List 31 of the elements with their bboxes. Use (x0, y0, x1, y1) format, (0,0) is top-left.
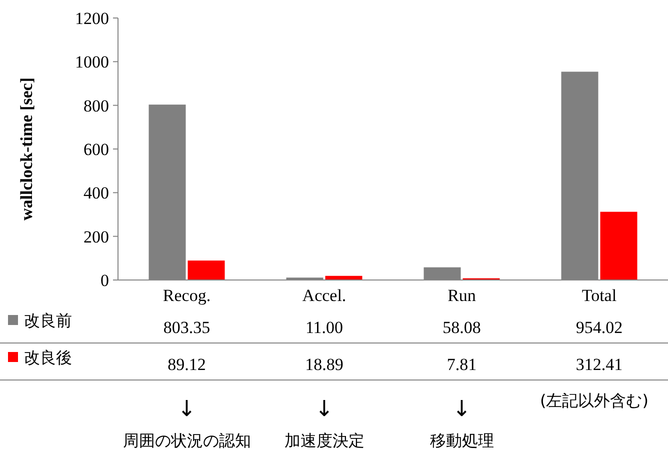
legend-label: 改良後 (24, 348, 72, 367)
legend-label: 改良前 (24, 311, 72, 330)
text: ↓ (315, 397, 334, 422)
y-tick-label: 600 (84, 140, 109, 159)
text: 周囲の状況の認知 (122, 431, 251, 450)
text: 加速度決定 (284, 431, 364, 450)
y-tick-label: 800 (84, 96, 109, 116)
x-tick-label: Run (448, 286, 476, 305)
x-tick-label: Total (582, 286, 617, 305)
x-tick-label: Recog. (162, 286, 211, 305)
y-tick-label: 1000 (75, 52, 109, 72)
data-label: 312.41 (576, 355, 623, 374)
text: 移動処理 (430, 431, 494, 450)
data-label: 18.89 (305, 355, 344, 374)
text: ↓ (452, 397, 471, 422)
y-tick-label: 200 (84, 227, 109, 246)
y-axis-title: wallclock-time [sec] (17, 77, 36, 221)
x-tick-label: Accel. (302, 286, 346, 305)
y-tick-label: 1200 (75, 9, 109, 28)
data-label: 89.12 (168, 355, 206, 374)
data-label: 954.02 (576, 318, 623, 337)
data-label: 11.00 (305, 318, 344, 337)
text: (左記以外含む) (540, 391, 648, 410)
bar (188, 260, 225, 280)
bar (600, 212, 638, 280)
text: ↓ (178, 397, 196, 422)
data-label: 58.08 (442, 318, 481, 337)
data-label: 803.35 (163, 318, 210, 337)
data-label: 7.81 (446, 355, 477, 374)
y-tick-label: 0 (100, 271, 109, 290)
y-tick-label: 400 (84, 184, 109, 203)
